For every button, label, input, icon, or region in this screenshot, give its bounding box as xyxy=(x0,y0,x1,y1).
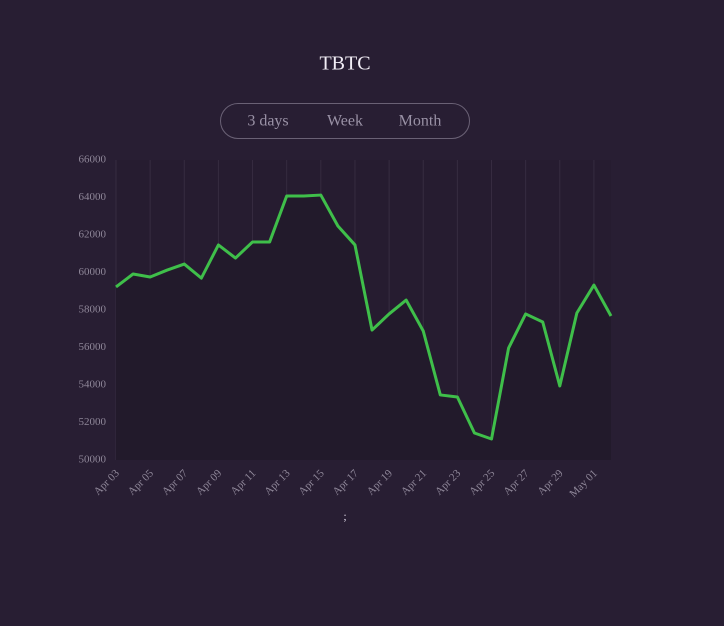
y-tick-label: 60000 xyxy=(79,266,107,278)
range-button[interactable]: 3 days xyxy=(247,113,288,130)
chart-title: TBTC xyxy=(319,53,370,75)
y-tick-label: 64000 xyxy=(79,191,107,203)
x-tick-label: Apr 27 xyxy=(501,467,532,498)
y-tick-label: 66000 xyxy=(79,154,107,166)
y-tick-label: 58000 xyxy=(79,304,107,316)
y-tick-label: 54000 xyxy=(79,379,107,391)
footnote: ; xyxy=(343,509,346,523)
range-selector xyxy=(220,103,470,139)
area xyxy=(116,195,611,460)
line xyxy=(115,193,613,441)
x-tick-label: Apr 09 xyxy=(194,467,225,498)
range-button[interactable]: Week xyxy=(327,113,363,130)
x-tick-label: Apr 07 xyxy=(160,467,191,498)
x-tick-label: May 01 xyxy=(567,467,599,499)
x-tick-label: Apr 15 xyxy=(296,467,327,498)
x-tick-label: Apr 13 xyxy=(262,467,293,498)
range-button[interactable]: Month xyxy=(399,113,442,130)
y-tick-label: 50000 xyxy=(79,454,107,466)
x-tick-label: Apr 17 xyxy=(331,467,362,498)
x-tick-label: Apr 21 xyxy=(399,467,429,497)
x-tick-label: Apr 23 xyxy=(433,467,464,498)
x-tick-label: Apr 29 xyxy=(535,467,566,498)
x-tick-label: Apr 03 xyxy=(92,467,123,498)
x-tick-label: Apr 19 xyxy=(365,467,396,498)
x-tick-label: Apr 25 xyxy=(467,467,498,498)
y-tick-label: 52000 xyxy=(79,416,107,428)
x-tick-label: Apr 05 xyxy=(126,467,157,498)
y-tick-label: 56000 xyxy=(79,341,107,353)
x-tick-label: Apr 11 xyxy=(228,467,258,497)
y-tick-label: 62000 xyxy=(79,229,107,241)
